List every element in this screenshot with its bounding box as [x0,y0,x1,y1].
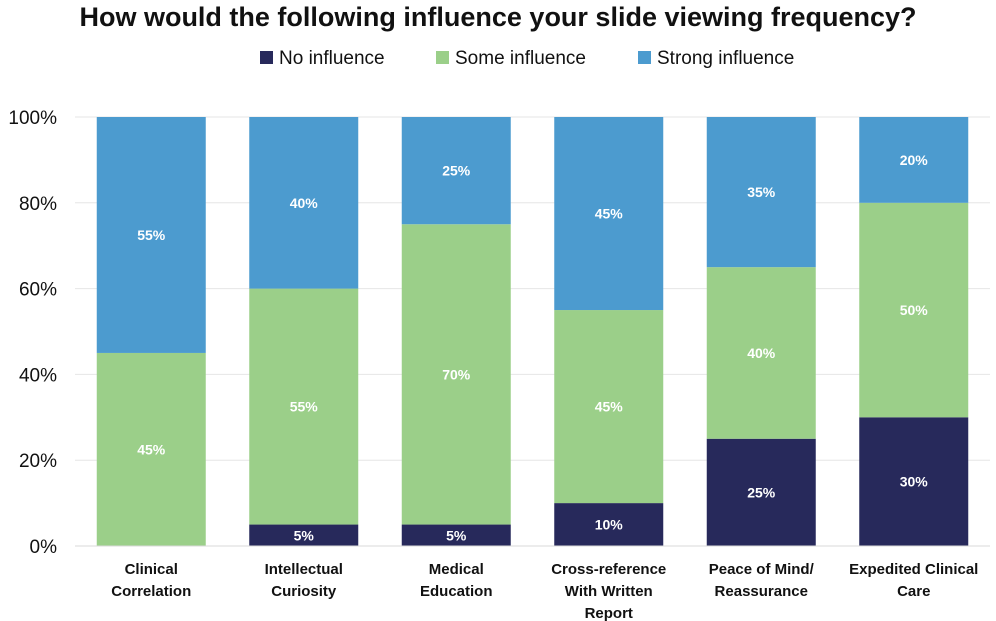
bar-group-intellectual-curiosity: 5% 55% 40% [249,117,359,546]
bar-segment-some-influence [249,288,359,525]
legend-swatch-some-influence [436,51,449,64]
data-label-strong-influence: 35% [747,184,776,200]
data-label-strong-influence: 55% [137,227,166,243]
data-label-strong-influence: 40% [290,195,319,211]
data-label-no-influence: 30% [900,474,929,490]
bar-segment-strong-influence [249,117,359,289]
bar-segment-no-influence [859,417,969,546]
data-label-strong-influence: 25% [442,163,471,179]
legend-swatch-strong-influence [638,51,651,64]
legend-label-some-influence: Some influence [455,48,586,69]
y-tick-label: 60% [19,280,57,301]
bar-segment-strong-influence [706,117,816,268]
x-tick-label: Clinical Correlation [111,561,191,600]
x-axis: Clinical Correlation Intellectual Curiosity… [111,561,978,621]
data-label-some-influence: 50% [900,302,929,318]
y-axis: 0% 20% 40% 60% 80% 100% [8,108,57,558]
bar-segment-some-influence [554,310,664,504]
data-label-strong-influence: 20% [900,152,929,168]
y-tick-label: 100% [8,108,57,129]
data-label-some-influence: 55% [290,399,319,415]
y-tick-label: 20% [19,451,57,472]
data-label-no-influence: 25% [747,484,776,500]
chart-title: How would the following influence your s… [79,2,916,32]
bar-segment-some-influence [401,224,511,525]
data-label-some-influence: 70% [442,366,471,382]
x-tick-label: Medical Education [420,561,493,600]
bar-group-clinical-correlation: 45% 55% [96,117,206,546]
bar-segment-some-influence [859,202,969,418]
bar-group-medical-education: 5% 70% 25% [401,117,511,546]
gridlines [75,116,990,461]
bar-segment-strong-influence [401,117,511,225]
data-label-some-influence: 45% [137,441,166,457]
bar-segment-no-influence [706,438,816,546]
x-tick-label: Intellectual Curiosity [265,561,343,600]
data-label-strong-influence: 45% [595,206,624,222]
legend: No influence Some influence Strong influen… [260,48,794,69]
legend-swatch-no-influence [260,51,273,64]
data-label-some-influence: 40% [747,345,776,361]
legend-label-strong-influence: Strong influence [657,48,794,69]
legend-label-no-influence: No influence [279,48,385,69]
y-tick-label: 80% [19,194,57,215]
data-label-no-influence: 10% [595,517,624,533]
data-label-no-influence: 5% [446,527,467,543]
y-tick-label: 40% [19,365,57,386]
bar-segment-some-influence [706,267,816,439]
bar-segment-some-influence [96,352,206,546]
x-tick-label: Cross-reference With Written Report [551,561,666,621]
y-tick-label: 0% [30,537,58,558]
bar-group-expedited-clinical-care: 30% 50% 20% [859,117,969,546]
bar-group-peace-of-mind-reassurance: 25% 40% 35% [706,117,816,546]
bar-segment-strong-influence [859,117,969,203]
x-tick-label: Peace of Mind/Reassurance [709,561,815,600]
bar-segment-no-influence [249,524,359,546]
bar-segment-no-influence [401,524,511,546]
bars: 45% 55% 5% 55% 40% 5% 70% 25% 10% 45% 45% 25% 40% 35%… [96,117,969,546]
bar-segment-no-influence [554,503,664,546]
x-tick-label: Expedited Clinical Care [849,561,978,600]
bar-segment-strong-influence [96,117,206,353]
data-label-some-influence: 45% [595,399,624,415]
bar-group-cross-reference-with-written-report: 10% 45% 45% [554,117,664,546]
bar-segment-strong-influence [554,117,664,311]
data-label-no-influence: 5% [294,527,315,543]
